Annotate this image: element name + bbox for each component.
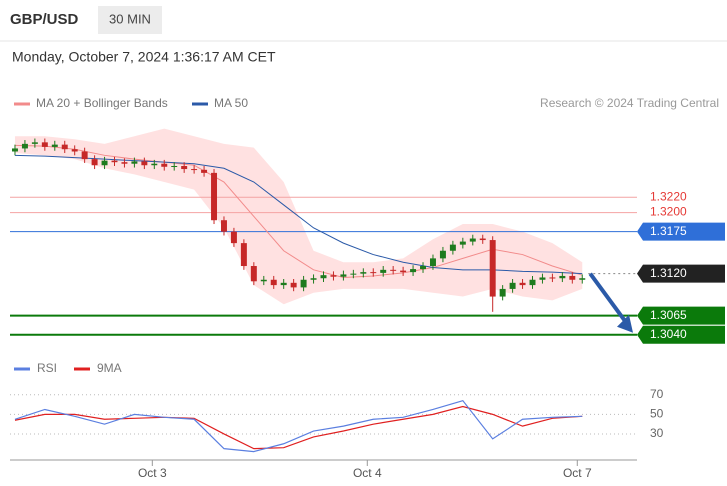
candle-body [549,277,556,279]
candle-body [459,241,466,245]
candle-body [280,282,287,286]
indicator-line [14,154,583,275]
candle-body [499,288,506,297]
candle-body [380,269,387,273]
level-label: 1.3200 [650,205,687,219]
candle-body [41,142,48,147]
candle-body [579,278,586,280]
level-label: 1.3175 [650,224,687,238]
indicator-line [14,144,583,278]
candle-body [519,282,526,286]
legend-label: RSI [37,361,57,375]
candle-body [211,172,218,221]
candle-body [11,148,18,152]
rsi-line [14,399,583,453]
x-tick-label: Oct 3 [138,466,167,480]
timestamp: Monday, October 7, 2024 1:36:17 AM CET [12,49,276,65]
candle-body [400,270,407,273]
candle-body [260,279,267,282]
candle-body [161,163,168,167]
candle-body [111,160,118,163]
candle-body [71,149,78,152]
forecast-arrowhead [617,314,633,333]
candle-body [559,275,566,279]
candle-body [181,166,188,170]
candle-body [171,166,178,168]
candle-body [479,238,486,241]
candle-body [230,231,237,244]
y-tick-label: 50 [650,407,664,421]
candle-body [141,161,148,166]
candle-body [449,244,456,251]
interval[interactable]: 30 MIN [109,11,151,26]
candle-body [250,266,257,282]
candle-body [350,273,357,275]
candle-body [340,274,347,277]
level-badge [637,222,725,241]
legend-label: MA 20 + Bollinger Bands [36,96,168,110]
legend-label: 9MA [97,361,122,375]
candle-body [370,272,377,274]
level-badge [637,325,725,344]
candle-body [201,169,208,173]
candle-body [101,160,108,166]
candle-body [131,161,138,164]
rsi-line [14,405,583,450]
candle-body [270,279,277,286]
symbol: GBP/USD [10,11,79,28]
y-tick-label: 30 [650,426,664,440]
candle-body [51,144,58,147]
candle-body [300,279,307,288]
candle-body [360,272,367,274]
candle-body [310,278,317,280]
candle-body [91,159,98,166]
level-label: 1.3040 [650,327,687,341]
level-label: 1.3120 [650,266,687,280]
candle-body [509,282,516,289]
level-label: 1.3220 [650,189,687,203]
candle-body [489,240,496,297]
candle-body [469,238,476,242]
candle-body [240,243,247,267]
attribution: Research © 2024 Trading Central [540,96,719,110]
candle-body [439,250,446,259]
candle-body [121,162,128,164]
candle-body [31,142,38,144]
candle-body [290,282,297,288]
candle-body [320,275,327,279]
y-tick-label: 70 [650,387,664,401]
candle-body [390,269,397,271]
level-label: 1.3065 [650,308,687,322]
interval-button[interactable] [98,6,162,34]
candle-body [191,169,198,171]
forecast-arrow [588,272,629,325]
candle-body [220,220,227,232]
candle-body [410,269,417,273]
candle-body [529,279,536,286]
x-tick-label: Oct 7 [563,466,592,480]
x-tick-label: Oct 4 [353,466,382,480]
candle-body [429,258,436,267]
candle-body [330,275,337,277]
level-badge [637,306,725,325]
bollinger-band [14,128,583,305]
candle-body [539,277,546,280]
candle-body [420,266,427,270]
candle-body [81,151,88,160]
candle-body [21,143,28,149]
candle-body [151,163,158,166]
candle-body [61,144,68,150]
level-badge [637,264,725,283]
candle-body [569,275,576,280]
legend-label: MA 50 [214,96,248,110]
